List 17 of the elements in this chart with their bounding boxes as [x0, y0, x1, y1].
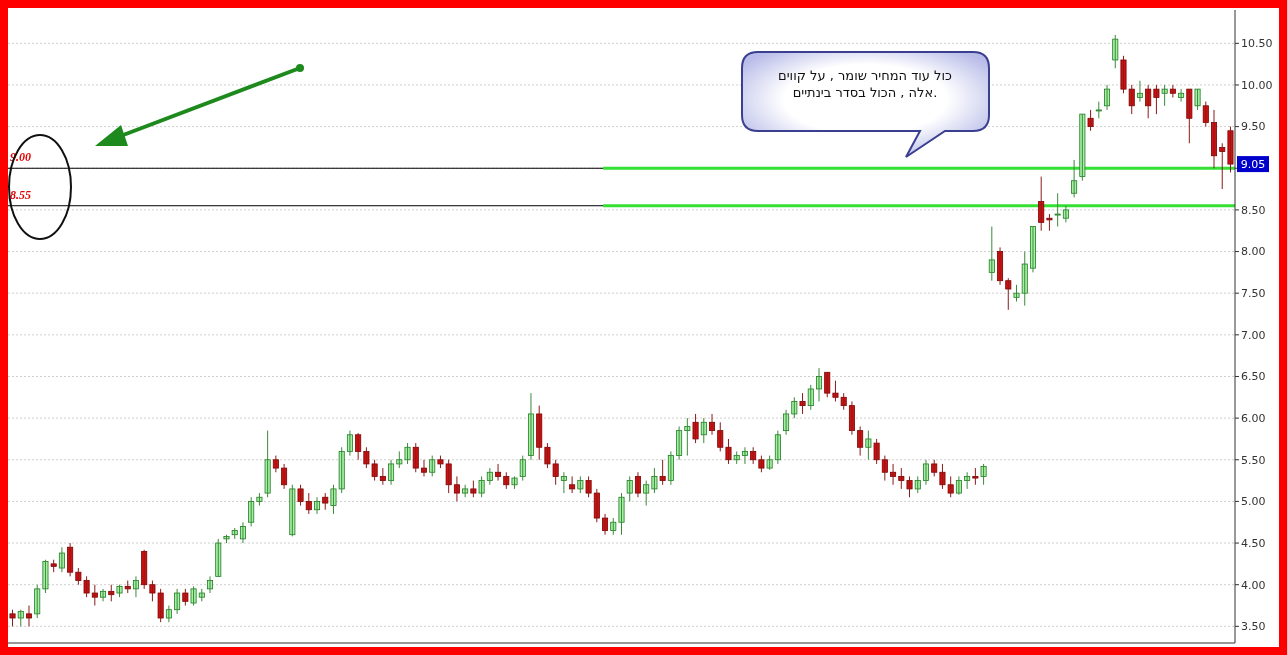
y-tick-label: 5.00	[1241, 495, 1266, 509]
y-tick-label: 10.00	[1241, 78, 1273, 92]
y-tick-label: 3.50	[1241, 620, 1266, 634]
annotation: כול עוד המחיר שומר , על קווים אלה , הכול בסדר בינתיים.	[778, 68, 953, 100]
y-tick-label: 6.00	[1241, 411, 1266, 425]
y-tick-label: 8.50	[1241, 203, 1266, 217]
ref-line-label: 8.55	[10, 187, 31, 202]
y-tick-label: 5.50	[1241, 453, 1266, 467]
y-tick-label: 10.50	[1241, 37, 1273, 51]
y-tick-label: 7.00	[1241, 328, 1266, 342]
y-tick-label: 4.00	[1241, 578, 1266, 592]
y-tick-label: 8.00	[1241, 245, 1266, 259]
y-tick-label: 9.50	[1241, 120, 1266, 134]
y-tick-label: 6.50	[1241, 370, 1266, 384]
annotation: 9.05	[1240, 157, 1266, 171]
y-tick-label: 7.50	[1241, 287, 1266, 301]
y-tick-label: 4.50	[1241, 536, 1266, 550]
